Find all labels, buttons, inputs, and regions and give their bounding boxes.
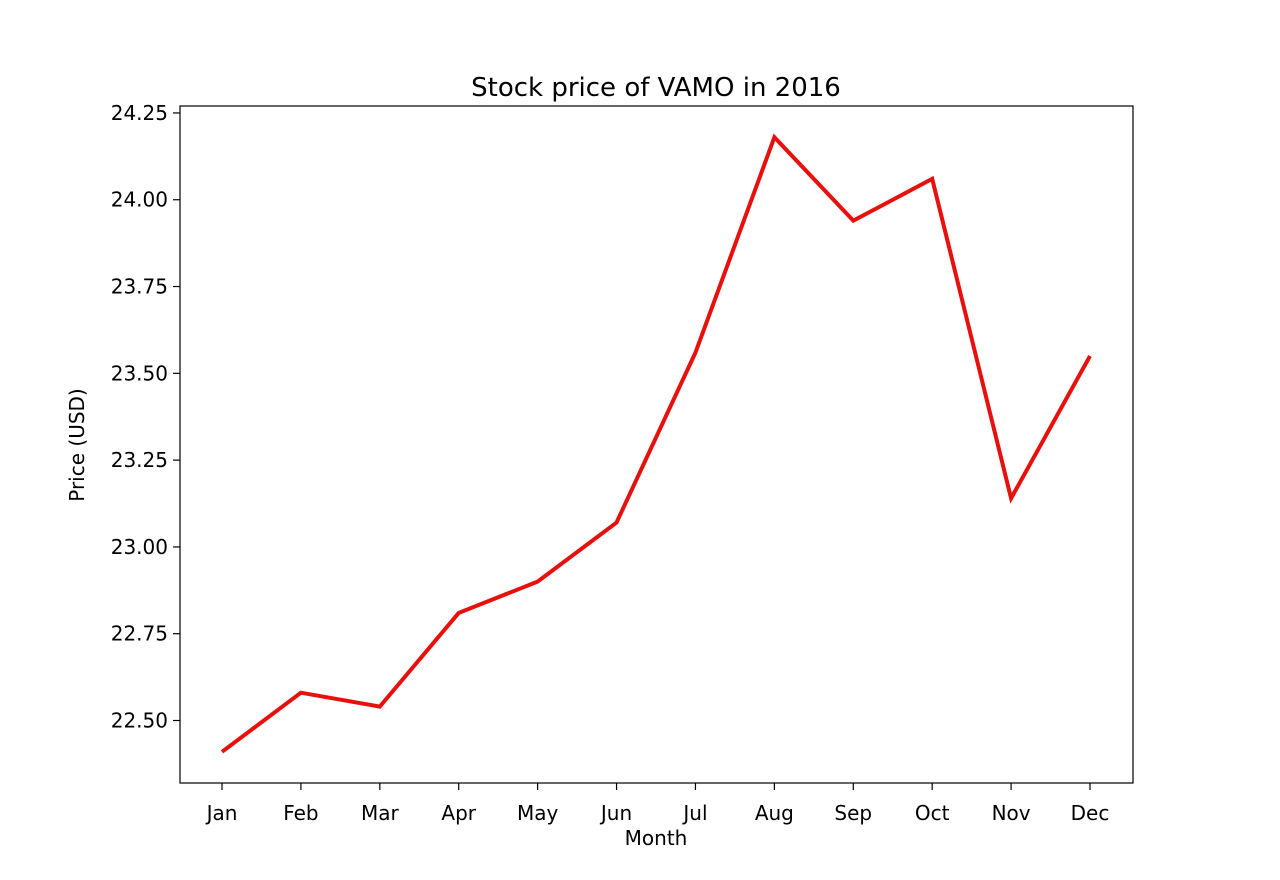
y-tick-label: 24.00	[111, 188, 168, 212]
x-tick-label: Nov	[992, 801, 1031, 825]
x-tick-label: Apr	[441, 801, 476, 825]
y-tick-label: 23.50	[111, 361, 168, 385]
x-tick-label: Sep	[834, 801, 872, 825]
x-tick-label: Mar	[361, 801, 400, 825]
series-line-price	[220, 133, 1092, 754]
y-tick-label: 24.25	[111, 101, 168, 125]
x-tick-label: Jun	[599, 801, 632, 825]
y-tick-label: 22.75	[111, 622, 168, 646]
x-tick-label: May	[517, 801, 559, 825]
x-tick-label: Dec	[1071, 801, 1110, 825]
y-tick-label: 23.00	[111, 535, 168, 559]
x-tick-label: Aug	[755, 801, 794, 825]
x-tick-label: Jan	[205, 801, 238, 825]
y-tick-label: 22.50	[111, 709, 168, 733]
x-tick-label: Jul	[681, 801, 707, 825]
y-tick-label: 23.75	[111, 275, 168, 299]
y-axis-label: Price (USD)	[65, 388, 89, 502]
x-axis: Jan Feb Mar Apr May Jun Jul Aug Sep Oct Nov Dec	[205, 783, 1110, 825]
x-tick-label: Oct	[915, 801, 950, 825]
x-tick-label: Feb	[283, 801, 318, 825]
plot-area-frame	[179, 105, 1134, 784]
y-axis: 22.50 22.75 23.00 23.25 23.50 23.75 24.00 24.25	[111, 101, 180, 733]
y-tick-label: 23.25	[111, 448, 168, 472]
x-axis-label: Month	[625, 826, 688, 850]
chart-title: Stock price of VAMO in 2016	[471, 73, 841, 103]
